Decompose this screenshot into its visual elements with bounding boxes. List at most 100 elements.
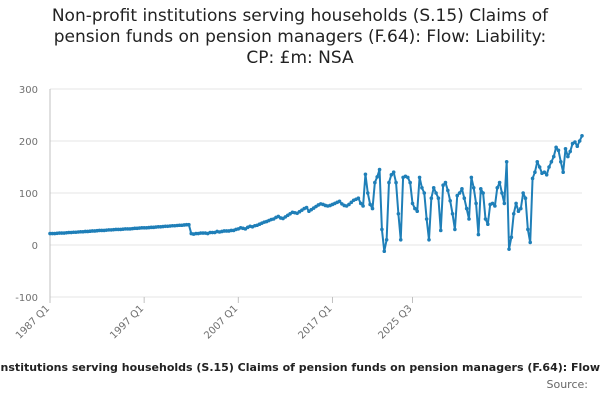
data-point	[391, 170, 396, 174]
data-point	[337, 199, 342, 204]
data-point	[455, 193, 460, 198]
data-point	[424, 217, 429, 221]
data-point	[387, 180, 391, 185]
data-point	[478, 187, 483, 191]
data-point	[370, 206, 375, 211]
series-caption: Non-profit institutions serving househol…	[0, 361, 600, 374]
series-points	[48, 134, 584, 254]
data-point	[448, 199, 452, 203]
data-point	[410, 201, 415, 206]
data-point	[467, 217, 471, 221]
data-point	[365, 191, 370, 195]
data-point	[429, 196, 434, 200]
data-point	[509, 235, 514, 239]
data-point	[363, 172, 368, 177]
data-point	[568, 149, 573, 154]
data-point	[521, 191, 525, 195]
data-point	[187, 222, 191, 227]
data-point	[476, 232, 481, 237]
source-label: Source:	[546, 378, 589, 391]
data-point	[443, 180, 448, 185]
data-point	[537, 165, 542, 169]
data-point	[398, 238, 403, 242]
data-point	[566, 154, 570, 159]
chart-title-line-2: pension funds on pension managers (F.64)…	[53, 27, 547, 47]
data-point	[526, 227, 530, 232]
data-point	[483, 217, 488, 221]
data-point	[573, 140, 577, 144]
y-tick-label: 100	[19, 189, 38, 200]
data-point	[535, 160, 540, 164]
data-point	[544, 173, 549, 177]
chart-title-line-3: CP: £m: NSA	[246, 48, 354, 68]
data-point	[304, 205, 309, 210]
y-axis: -100 0 100 200 300	[15, 85, 51, 304]
data-point	[549, 160, 554, 164]
data-point	[361, 204, 365, 208]
series-caption-text: Non-profit institutions serving househol…	[0, 361, 600, 374]
data-point	[516, 209, 521, 213]
data-point	[493, 204, 497, 208]
data-point	[389, 173, 394, 177]
data-point	[528, 240, 533, 245]
y-tick-label: 300	[19, 85, 38, 96]
data-point	[469, 175, 474, 180]
data-point	[547, 165, 551, 169]
data-point	[450, 212, 455, 216]
data-point	[373, 180, 377, 185]
data-point	[356, 196, 361, 200]
data-point	[420, 186, 424, 190]
data-point	[434, 191, 438, 195]
data-point	[384, 238, 389, 242]
data-point	[523, 196, 528, 200]
data-point	[554, 145, 558, 150]
data-point	[462, 196, 467, 200]
data-point	[438, 228, 443, 233]
data-point	[422, 191, 427, 195]
data-point	[556, 148, 561, 153]
data-point	[457, 191, 462, 195]
data-point	[436, 196, 441, 200]
data-point	[481, 191, 485, 195]
data-point	[511, 212, 516, 216]
data-point	[427, 238, 431, 242]
y-tick-label: 200	[19, 137, 38, 148]
data-point	[349, 200, 354, 205]
y-tick-label: -100	[15, 293, 38, 304]
data-point	[408, 180, 412, 185]
data-point	[533, 170, 537, 174]
data-point	[413, 206, 417, 211]
data-point	[464, 206, 469, 211]
data-point	[415, 209, 420, 213]
data-point	[486, 222, 490, 226]
data-point	[460, 187, 464, 191]
data-point	[507, 247, 511, 251]
x-tick-label: 1987 Q1	[14, 303, 52, 341]
data-point	[358, 201, 363, 206]
data-point	[406, 175, 410, 180]
data-point	[394, 180, 398, 185]
data-point	[368, 202, 372, 207]
chart-title: Non-profit institutions serving househol…	[0, 6, 600, 69]
data-point	[396, 212, 401, 216]
data-point	[577, 139, 582, 143]
data-point	[502, 201, 507, 206]
data-point	[500, 191, 504, 195]
data-point	[474, 201, 478, 206]
data-point	[519, 206, 523, 211]
data-point	[377, 167, 382, 172]
data-point	[497, 180, 502, 185]
data-point	[563, 147, 568, 151]
x-axis: 1987 Q1 1997 Q1 2007 Q1 2017 Q1 2025 Q3	[14, 297, 415, 341]
data-point	[530, 176, 535, 181]
data-point	[382, 249, 387, 254]
data-point	[375, 175, 380, 179]
data-point	[446, 188, 450, 193]
data-point	[514, 201, 518, 206]
data-point	[580, 134, 584, 138]
data-point	[551, 154, 556, 159]
data-point	[504, 160, 509, 164]
data-point	[471, 186, 476, 190]
data-point	[559, 160, 563, 164]
